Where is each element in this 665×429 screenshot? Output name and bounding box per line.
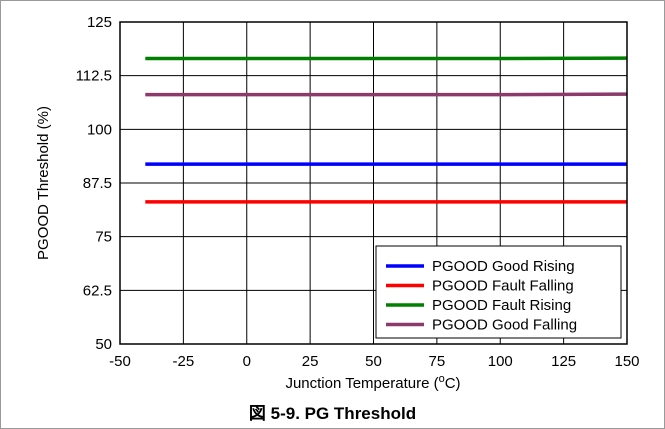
legend-box [375, 245, 622, 339]
caption-prefix: 図 [248, 404, 266, 423]
x-tick-labels: -50 -25 0 25 50 75 100 125 150 [109, 353, 639, 370]
x-tick-label: 75 [429, 353, 446, 370]
y-axis-label: PGOOD Threshold (%) [35, 106, 52, 260]
series-line [145, 92, 628, 97]
plot-border [119, 21, 628, 345]
x-tick-label: -50 [109, 353, 131, 370]
caption-text: 5-9. PG Threshold [270, 404, 417, 423]
x-axis-label-unit: C) [445, 375, 461, 392]
y-tick-label: 50 [95, 336, 112, 353]
x-axis-label-main: Junction Temperature ( [285, 375, 438, 392]
x-tick-label: 125 [551, 353, 576, 370]
x-tick-label: 100 [488, 353, 513, 370]
legend-entry: PGOOD Fault Rising [432, 297, 571, 314]
pg-threshold-chart: -50 -25 0 25 50 75 100 125 150 50 62.5 75 87.5 100 11… [35, 14, 640, 392]
x-tick-label: 50 [365, 353, 382, 370]
y-tick-label: 62.5 [83, 282, 112, 299]
y-tick-label: 100 [87, 121, 112, 138]
chart-legend: PGOOD Good Rising PGOOD Fault Falling PGOO… [375, 245, 622, 339]
x-tick-label: 150 [614, 353, 639, 370]
legend-entry: PGOOD Fault Falling [432, 278, 574, 295]
figure-caption: 図 5-9. PG Threshold [0, 399, 665, 424]
y-tick-labels: 50 62.5 75 87.5 100 112.5 125 [76, 14, 112, 353]
y-tick-label: 112.5 [76, 68, 112, 85]
y-tick-label: 125 [87, 14, 112, 31]
legend-entry: PGOOD Good Rising [432, 258, 575, 275]
chart-series [145, 56, 628, 204]
x-tick-label: -25 [173, 353, 195, 370]
y-tick-label: 75 [95, 229, 112, 246]
x-axis-label: Junction Temperature (oC) [285, 373, 460, 392]
x-tick-label: 0 [243, 353, 251, 370]
legend-entry: PGOOD Good Falling [432, 317, 577, 334]
y-tick-label: 87.5 [83, 175, 112, 192]
x-tick-label: 25 [302, 353, 319, 370]
x-axis-label-degree: o [439, 373, 445, 385]
